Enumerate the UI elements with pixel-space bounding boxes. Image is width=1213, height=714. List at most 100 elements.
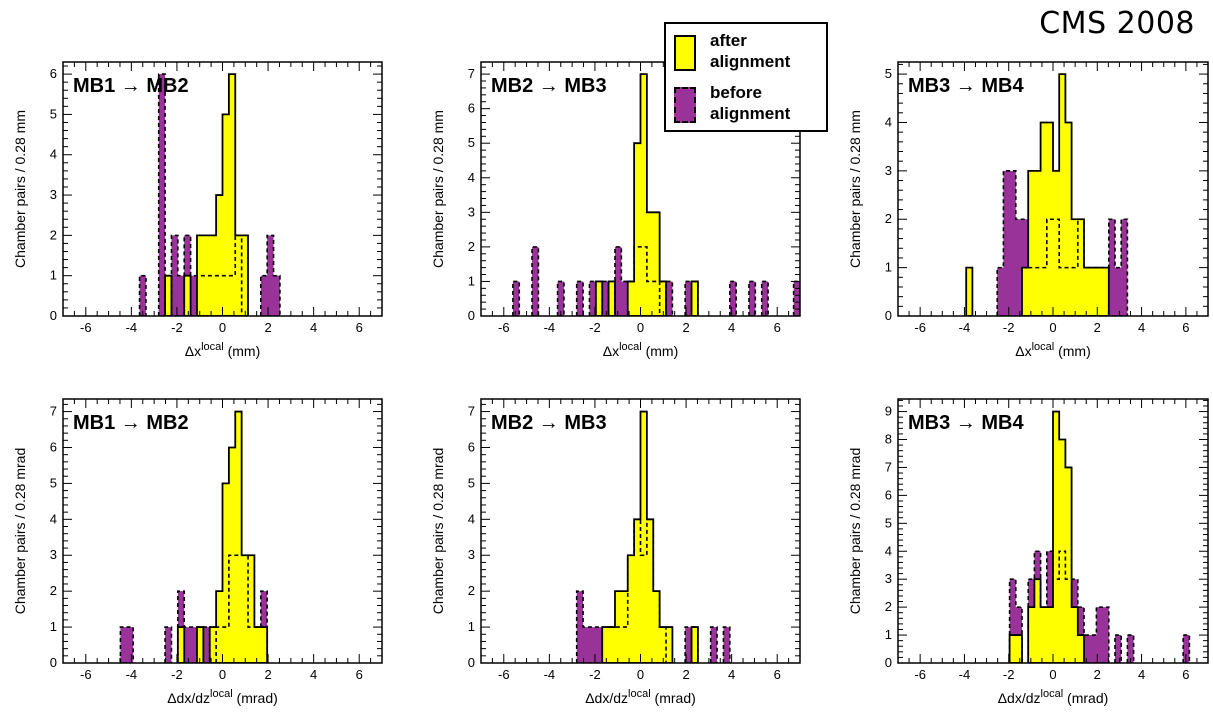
histogram-after-outline bbox=[1008, 410, 1085, 663]
y-tick-label: 1 bbox=[50, 619, 57, 634]
legend-label-after: after alignment bbox=[710, 31, 791, 71]
y-axis-label: Chamber pairs / 0.28 mm bbox=[12, 110, 28, 268]
x-axis-label: Δxlocal (mm) bbox=[185, 341, 261, 359]
x-axis-label: Δdx/dzlocal (mrad) bbox=[167, 688, 278, 706]
x-tick-label: 0 bbox=[637, 320, 644, 335]
x-tick-label: 4 bbox=[310, 667, 317, 682]
x-tick-label: -4 bbox=[126, 667, 138, 682]
x-tick-label: -6 bbox=[80, 667, 92, 682]
x-tick-label: -4 bbox=[126, 320, 138, 335]
histogram-panel: -6 -4 -2 0 2 4 6 0 1 2 3 4 5 6 7 MB2 → MB3 Δdx/dzlocal (… bbox=[430, 398, 801, 706]
y-axis-label: Chamber pairs / 0.28 mm bbox=[847, 110, 863, 268]
x-tick-label: -6 bbox=[914, 320, 926, 335]
legend-swatch-after bbox=[674, 35, 696, 71]
y-tick-label: 4 bbox=[50, 147, 57, 162]
x-tick-label: 6 bbox=[356, 667, 363, 682]
x-tick-label: 2 bbox=[264, 667, 271, 682]
y-tick-label: 7 bbox=[468, 66, 475, 81]
y-tick-label: 1 bbox=[50, 268, 57, 283]
y-tick-label: 2 bbox=[50, 583, 57, 598]
legend-item-after: after alignment bbox=[674, 30, 790, 72]
legend-label-before: before alignment bbox=[710, 83, 791, 123]
x-tick-label: 2 bbox=[682, 320, 689, 335]
legend-item-before: before alignment bbox=[674, 82, 790, 124]
y-axis-label: Chamber pairs / 0.28 mrad bbox=[847, 448, 863, 615]
histogram-before-outline bbox=[1008, 550, 1191, 663]
y-tick-label: 5 bbox=[50, 106, 57, 121]
y-tick-label: 3 bbox=[885, 163, 892, 178]
x-axis-label: Δdx/dzlocal (mrad) bbox=[585, 688, 696, 706]
y-tick-label: 0 bbox=[885, 655, 892, 670]
x-tick-label: 0 bbox=[219, 667, 226, 682]
y-axis-label: Chamber pairs / 0.28 mrad bbox=[430, 448, 446, 615]
x-tick-label: -2 bbox=[171, 320, 183, 335]
histogram-panel: -6 -4 -2 0 2 4 6 0 1 2 3 4 5 6 7 MB1 → MB2 Δdx/dzlocal (… bbox=[12, 398, 383, 706]
x-tick-label: 4 bbox=[310, 320, 317, 335]
x-tick-label: 6 bbox=[774, 320, 781, 335]
x-tick-label: -6 bbox=[914, 667, 926, 682]
y-tick-label: 4 bbox=[50, 511, 57, 526]
y-tick-label: 2 bbox=[885, 211, 892, 226]
x-tick-label: 4 bbox=[728, 320, 735, 335]
y-axis-label: Chamber pairs / 0.28 mm bbox=[430, 110, 446, 268]
y-tick-label: 0 bbox=[885, 308, 892, 323]
histogram-after-fill bbox=[1009, 411, 1084, 663]
panel-title: MB2 → MB3 bbox=[491, 412, 607, 434]
histogram-before-fill bbox=[139, 74, 280, 316]
y-tick-label: 0 bbox=[468, 308, 475, 323]
y-tick-label: 3 bbox=[50, 547, 57, 562]
y-tick-label: 0 bbox=[50, 655, 57, 670]
x-tick-label: 6 bbox=[1182, 320, 1189, 335]
y-tick-label: 2 bbox=[468, 583, 475, 598]
legend-swatch-before bbox=[674, 87, 696, 123]
y-tick-label: 2 bbox=[885, 599, 892, 614]
y-tick-label: 3 bbox=[50, 187, 57, 202]
histogram-before-outline bbox=[138, 73, 281, 316]
histogram-after-fill bbox=[966, 74, 1109, 316]
x-tick-label: 2 bbox=[1094, 320, 1101, 335]
y-tick-label: 6 bbox=[468, 101, 475, 116]
x-tick-label: 0 bbox=[637, 667, 644, 682]
panel-title: MB1 → MB2 bbox=[73, 75, 189, 97]
y-tick-label: 7 bbox=[50, 404, 57, 419]
y-tick-label: 8 bbox=[885, 432, 892, 447]
x-tick-label: -2 bbox=[1003, 667, 1015, 682]
histogram-panel: -6 -4 -2 0 2 4 6 0 1 2 3 4 5 6 7 8 9 MB3 → MB4 Δdx/dzlocal… bbox=[847, 398, 1209, 706]
y-tick-label: 1 bbox=[885, 260, 892, 275]
panel-title: MB1 → MB2 bbox=[73, 412, 189, 434]
figure-label: CMS 2008 bbox=[1039, 6, 1195, 41]
y-tick-label: 4 bbox=[468, 511, 475, 526]
panel-title: MB2 → MB3 bbox=[491, 75, 607, 97]
y-tick-label: 6 bbox=[50, 66, 57, 81]
x-tick-label: 0 bbox=[1049, 320, 1056, 335]
panel-title: MB3 → MB4 bbox=[908, 75, 1024, 97]
x-tick-label: -4 bbox=[959, 320, 971, 335]
x-tick-label: 0 bbox=[219, 320, 226, 335]
histogram-after-fill bbox=[602, 411, 698, 663]
y-tick-label: 2 bbox=[468, 239, 475, 254]
x-tick-label: -6 bbox=[80, 320, 92, 335]
y-tick-label: 7 bbox=[885, 459, 892, 474]
histogram-before-outline bbox=[119, 554, 268, 663]
histogram-after-outline bbox=[164, 73, 249, 316]
y-tick-label: 6 bbox=[468, 439, 475, 454]
histogram-panel: -6 -4 -2 0 2 4 6 0 1 2 3 4 5 6 MB1 → MB2 Δxlocal (mm) Ch… bbox=[12, 61, 383, 359]
x-tick-label: -6 bbox=[498, 320, 510, 335]
y-tick-label: 4 bbox=[885, 114, 892, 129]
x-tick-label: -2 bbox=[171, 667, 183, 682]
y-tick-label: 4 bbox=[468, 170, 475, 185]
histogram-after-outline bbox=[601, 410, 699, 663]
x-tick-label: 2 bbox=[264, 320, 271, 335]
x-tick-label: 4 bbox=[728, 667, 735, 682]
y-tick-label: 4 bbox=[885, 543, 892, 558]
x-axis-label: Δxlocal (mm) bbox=[603, 341, 679, 359]
histogram-after-outline bbox=[176, 410, 269, 663]
y-tick-label: 3 bbox=[468, 547, 475, 562]
x-axis-label: Δdx/dzlocal (mrad) bbox=[998, 688, 1109, 706]
x-tick-label: -4 bbox=[959, 667, 971, 682]
x-tick-label: 4 bbox=[1138, 667, 1145, 682]
x-tick-label: 4 bbox=[1138, 320, 1145, 335]
x-tick-label: 2 bbox=[682, 667, 689, 682]
y-tick-label: 5 bbox=[468, 135, 475, 150]
